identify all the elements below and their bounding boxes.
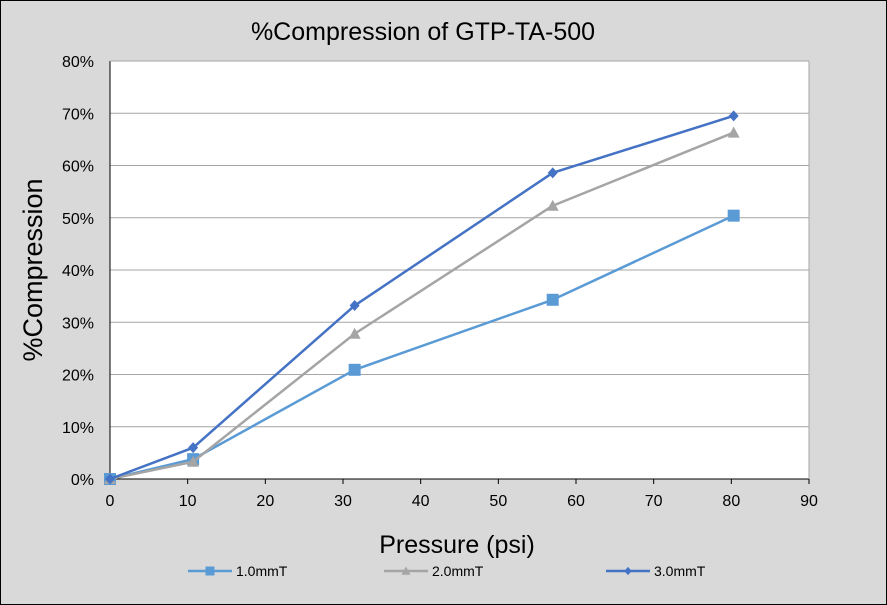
y-tick-label: 60%: [62, 159, 94, 176]
chart-title: %Compression of GTP-TA-500: [251, 18, 595, 46]
x-tick-labels: 0 10 20 30 40 50 60 70 80 90: [106, 493, 818, 510]
data-point-diamond: [105, 473, 115, 485]
x-tick-label: 20: [256, 493, 274, 510]
data-point-diamond: [349, 300, 360, 312]
legend-label: 1.0mmT: [236, 563, 288, 579]
x-axis-title: Pressure (psi): [379, 531, 535, 559]
legend-marker-diamond: [624, 566, 632, 576]
x-tick-label: 0: [106, 493, 115, 510]
y-tick-labels: 0% 10% 20% 30% 40% 50% 60% 70% 80%: [62, 54, 94, 489]
x-tick-label: 30: [334, 493, 352, 510]
x-tick-label: 60: [567, 493, 585, 510]
x-tick-label: 40: [412, 493, 430, 510]
y-tick-label: 0%: [71, 472, 94, 489]
legend-marker-triangle: [401, 566, 411, 575]
data-point-triangle: [187, 455, 200, 467]
y-tick-label: 20%: [62, 368, 94, 385]
data-point-square: [727, 209, 740, 222]
y-tick-label: 80%: [62, 54, 94, 71]
x-tick-label: 50: [489, 493, 507, 510]
x-tick-label: 90: [800, 493, 818, 510]
x-tick-label: 10: [179, 493, 197, 510]
data-point-triangle: [727, 126, 740, 138]
x-tick-label: 80: [722, 493, 740, 510]
data-point-square: [348, 363, 361, 376]
legend-label: 3.0mmT: [654, 563, 706, 579]
data-point-diamond: [188, 442, 199, 454]
gridlines: [110, 60, 809, 428]
y-tick-label: 70%: [62, 106, 94, 123]
data-point-triangle: [546, 199, 559, 211]
x-tick-label: 70: [645, 493, 663, 510]
data-point-triangle: [348, 327, 361, 339]
legend-label: 2.0mmT: [432, 563, 484, 579]
series-group: [104, 110, 740, 485]
y-tick-label: 30%: [62, 315, 94, 332]
legend-marker-square: [205, 566, 215, 576]
y-axis-title: %Compression: [18, 178, 48, 361]
y-tick-label: 50%: [62, 211, 94, 228]
data-point-diamond: [728, 110, 739, 122]
y-tick-label: 10%: [62, 420, 94, 437]
data-point-diamond: [547, 167, 558, 179]
legend: 1.0mmT 2.0mmT 3.0mmT: [188, 563, 706, 579]
data-point-square: [546, 293, 559, 306]
y-tick-label: 40%: [62, 263, 94, 280]
axes: [109, 60, 810, 484]
